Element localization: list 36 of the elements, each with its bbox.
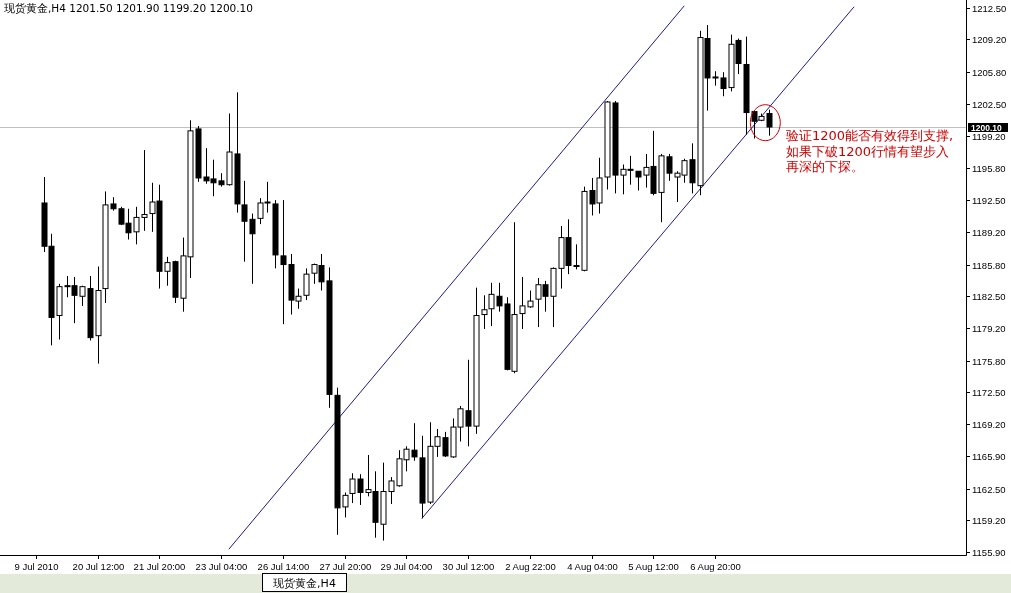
text: 现货黄金,H4: [273, 576, 336, 590]
y-tick-label: 1162.50: [972, 484, 1006, 495]
x-tick-label: 30 Jul 12:00: [442, 560, 495, 572]
y-tick-label: 1185.80: [972, 260, 1006, 271]
candlestick: [481, 294, 488, 330]
x-tick-label: 23 Jul 04:00: [195, 560, 248, 572]
x-tick-label: 27 Jul 20:00: [319, 560, 372, 572]
y-tick-label: 1159.20: [972, 515, 1006, 526]
y-tick-label: 1169.20: [972, 419, 1006, 430]
y-tick-label: 1189.20: [972, 227, 1006, 238]
y-tick-label: 1192.50: [972, 195, 1006, 206]
x-tick-label: 2 Aug 22:00: [505, 560, 556, 572]
y-tick-label: 1205.80: [972, 67, 1007, 78]
y-tick-label: 1202.50: [972, 99, 1007, 110]
y-tick-label: 1175.80: [972, 356, 1006, 367]
candlestick: [303, 267, 310, 301]
y-tick-label: 1182.50: [972, 291, 1006, 302]
x-tick-label: 26 Jul 14:00: [257, 560, 310, 572]
x-tick-label: 21 Jul 20:00: [133, 560, 186, 572]
chart-title: 现货黄金,H4 1201.50 1201.90 1199.20 1200.10: [4, 2, 253, 14]
y-tick-label: 1199.20: [972, 131, 1006, 142]
y-tick-label: 1195.80: [972, 163, 1006, 174]
y-tick-label: 1209.20: [972, 34, 1007, 45]
x-tick-label: 5 Aug 12:00: [628, 560, 679, 572]
y-tick-label: 1165.90: [972, 451, 1006, 462]
x-tick-label: 29 Jul 04:00: [380, 560, 433, 572]
ref-line-label: 1200.10: [971, 122, 1002, 133]
y-tick-label: 1179.20: [972, 323, 1006, 334]
y-tick-label: 1212.50: [972, 3, 1007, 14]
y-tick-label: 1155.90: [972, 547, 1006, 558]
x-tick-label: 6 Aug 20:00: [690, 560, 741, 572]
x-tick-label: 4 Aug 04:00: [567, 560, 618, 572]
annotation: 验证1200能否有效得到支撑,如果下破1200行情有望步入再深的下探。: [786, 128, 955, 175]
x-tick-label: 20 Jul 12:00: [72, 560, 125, 572]
y-tick-label: 1172.50: [972, 387, 1006, 398]
x-tick-label: 9 Jul 2010: [14, 560, 59, 572]
